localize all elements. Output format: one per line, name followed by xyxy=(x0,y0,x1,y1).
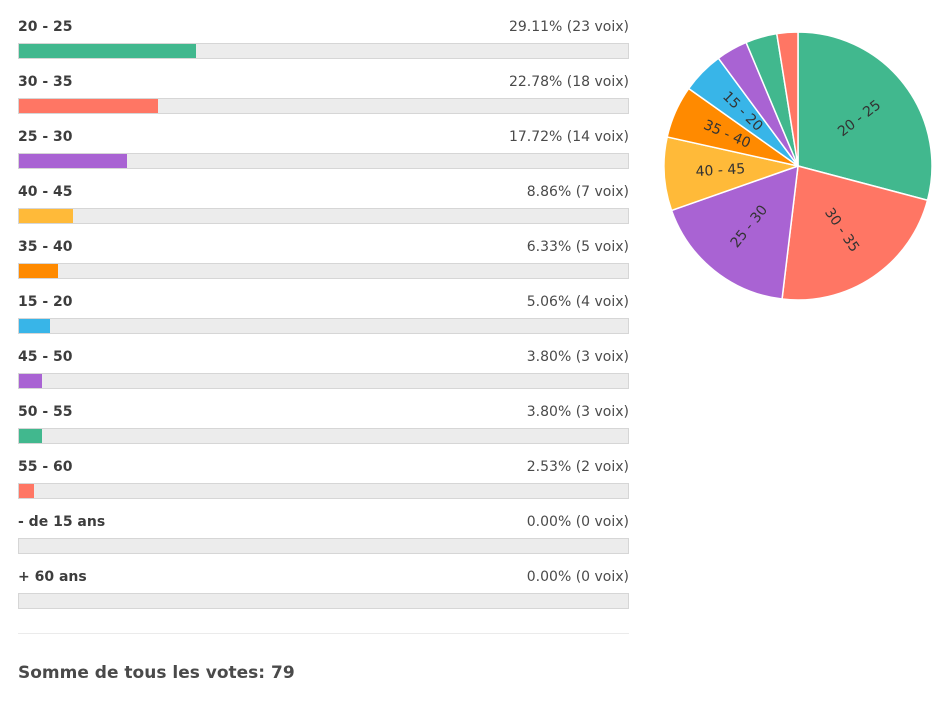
value-label: 8.86% (7 voix) xyxy=(526,184,629,200)
pie-slice xyxy=(797,31,933,202)
result-row-header: + 60 ans 0.00% (0 voix) xyxy=(18,567,629,587)
value-label: 0.00% (0 voix) xyxy=(526,514,629,530)
result-row-header: 40 - 45 8.86% (7 voix) xyxy=(18,182,629,202)
value-label: 17.72% (14 voix) xyxy=(508,129,629,145)
results-list: 20 - 25 29.11% (23 voix) 30 - 35 22.78% (18… xyxy=(18,17,629,622)
bar xyxy=(19,484,35,498)
value-label: 3.80% (3 voix) xyxy=(526,404,629,420)
bar-track xyxy=(18,208,629,224)
value-label: 29.11% (23 voix) xyxy=(508,19,629,35)
pie-slice xyxy=(775,31,799,167)
bar xyxy=(19,154,127,168)
bar-track xyxy=(18,318,629,334)
bar xyxy=(19,99,158,113)
pie-slice xyxy=(781,165,929,301)
category-label: 50 - 55 xyxy=(18,404,73,420)
category-label: 30 - 35 xyxy=(18,74,73,90)
value-label: 2.53% (2 voix) xyxy=(526,459,629,475)
value-label: 6.33% (5 voix) xyxy=(526,239,629,255)
value-label: 3.80% (3 voix) xyxy=(526,349,629,365)
bar xyxy=(19,209,73,223)
category-label: 20 - 25 xyxy=(18,19,73,35)
bar-track xyxy=(18,428,629,444)
category-label: 15 - 20 xyxy=(18,294,73,310)
result-row: 15 - 20 5.06% (4 voix) xyxy=(18,292,629,347)
bar-track xyxy=(18,153,629,169)
bar-track xyxy=(18,483,629,499)
result-row: 50 - 55 3.80% (3 voix) xyxy=(18,402,629,457)
result-row-header: 45 - 50 3.80% (3 voix) xyxy=(18,347,629,367)
result-row: + 60 ans 0.00% (0 voix) xyxy=(18,567,629,622)
category-label: 45 - 50 xyxy=(18,349,73,365)
value-label: 22.78% (18 voix) xyxy=(508,74,629,90)
pie-slice xyxy=(670,164,799,300)
bar-track xyxy=(18,263,629,279)
result-row-header: 50 - 55 3.80% (3 voix) xyxy=(18,402,629,422)
value-label: 5.06% (4 voix) xyxy=(526,294,629,310)
result-row: 55 - 60 2.53% (2 voix) xyxy=(18,457,629,512)
bar xyxy=(19,264,58,278)
result-row: 20 - 25 29.11% (23 voix) xyxy=(18,17,629,72)
category-label: + 60 ans xyxy=(18,569,87,585)
category-label: 40 - 45 xyxy=(18,184,73,200)
bar-track xyxy=(18,593,629,609)
result-row: 30 - 35 22.78% (18 voix) xyxy=(18,72,629,127)
result-row-header: 35 - 40 6.33% (5 voix) xyxy=(18,237,629,257)
pie-slice-label: 40 - 45 xyxy=(695,161,745,180)
bar xyxy=(19,429,43,443)
result-row-header: - de 15 ans 0.00% (0 voix) xyxy=(18,512,629,532)
bar xyxy=(19,374,43,388)
bar xyxy=(19,319,50,333)
category-label: - de 15 ans xyxy=(18,514,106,530)
category-label: 55 - 60 xyxy=(18,459,73,475)
result-row-header: 20 - 25 29.11% (23 voix) xyxy=(18,17,629,37)
value-label: 0.00% (0 voix) xyxy=(526,569,629,585)
result-row-header: 55 - 60 2.53% (2 voix) xyxy=(18,457,629,477)
bar-track xyxy=(18,43,629,59)
bar-track xyxy=(18,98,629,114)
category-label: 25 - 30 xyxy=(18,129,73,145)
total-votes: Somme de tous les votes: 79 xyxy=(18,663,295,683)
result-row: 25 - 30 17.72% (14 voix) xyxy=(18,127,629,182)
bar-track xyxy=(18,538,629,554)
result-row: - de 15 ans 0.00% (0 voix) xyxy=(18,512,629,567)
result-row-header: 30 - 35 22.78% (18 voix) xyxy=(18,72,629,92)
result-row: 45 - 50 3.80% (3 voix) xyxy=(18,347,629,402)
bar-track xyxy=(18,373,629,389)
divider xyxy=(18,633,629,634)
result-row: 40 - 45 8.86% (7 voix) xyxy=(18,182,629,237)
result-row-header: 25 - 30 17.72% (14 voix) xyxy=(18,127,629,147)
bar xyxy=(19,44,197,58)
result-row: 35 - 40 6.33% (5 voix) xyxy=(18,237,629,292)
result-row-header: 15 - 20 5.06% (4 voix) xyxy=(18,292,629,312)
category-label: 35 - 40 xyxy=(18,239,73,255)
